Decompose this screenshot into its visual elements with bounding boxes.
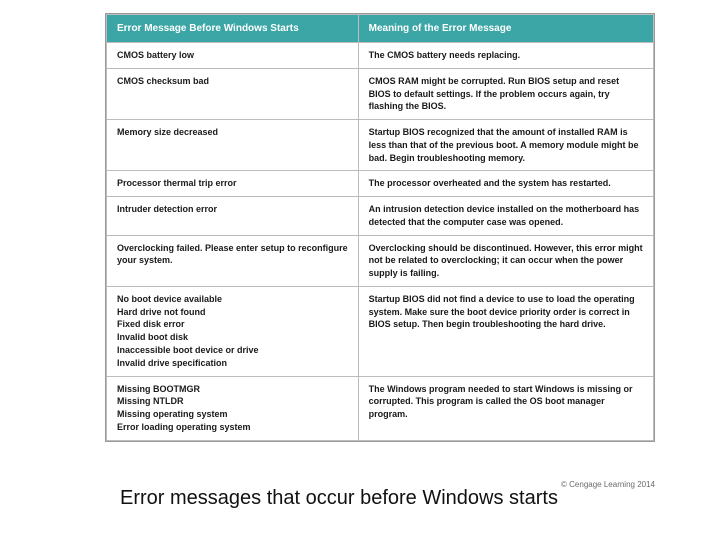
meaning-cell: Overclocking should be discontinued. How… [358,235,653,286]
meaning-cell: Startup BIOS recognized that the amount … [358,120,653,171]
err-cell: Processor thermal trip error [107,171,359,197]
err-cell-multi: Missing BOOTMGR Missing NTLDR Missing op… [107,376,359,440]
err-cell: CMOS checksum bad [107,68,359,119]
meaning-cell: CMOS RAM might be corrupted. Run BIOS se… [358,68,653,119]
meaning-cell: Startup BIOS did not find a device to us… [358,286,653,376]
table-row: Missing BOOTMGR Missing NTLDR Missing op… [107,376,654,440]
table-row: Memory size decreasedStartup BIOS recogn… [107,120,654,171]
err-cell: Overclocking failed. Please enter setup … [107,235,359,286]
table-body: CMOS battery lowThe CMOS battery needs r… [107,43,654,441]
table-row: Overclocking failed. Please enter setup … [107,235,654,286]
err-cell-multi: No boot device available Hard drive not … [107,286,359,376]
table-row: CMOS battery lowThe CMOS battery needs r… [107,43,654,69]
table-row: CMOS checksum badCMOS RAM might be corru… [107,68,654,119]
table-row: Processor thermal trip errorThe processo… [107,171,654,197]
col-header-error: Error Message Before Windows Starts [107,15,359,43]
col-header-meaning: Meaning of the Error Message [358,15,653,43]
meaning-cell: The Windows program needed to start Wind… [358,376,653,440]
table-row: No boot device available Hard drive not … [107,286,654,376]
err-cell: CMOS battery low [107,43,359,69]
figure-caption: Error messages that occur before Windows… [120,486,600,510]
meaning-cell: The CMOS battery needs replacing. [358,43,653,69]
err-cell: Intruder detection error [107,197,359,236]
error-message-table: Error Message Before Windows Starts Mean… [105,13,655,442]
meaning-cell: An intrusion detection device installed … [358,197,653,236]
meaning-cell: The processor overheated and the system … [358,171,653,197]
table-row: Intruder detection errorAn intrusion det… [107,197,654,236]
err-cell: Memory size decreased [107,120,359,171]
